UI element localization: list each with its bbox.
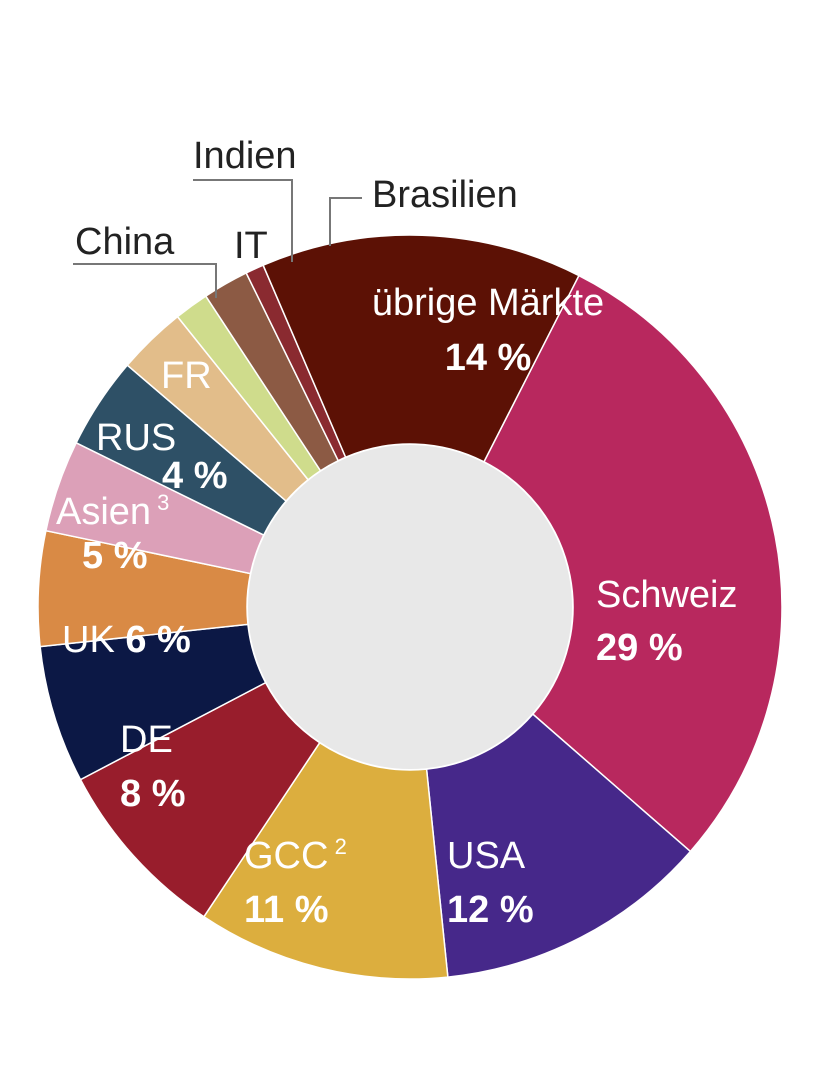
donut-hole [248, 445, 572, 769]
slice-gcc [202, 741, 449, 980]
value-schweiz: 29 % [596, 627, 683, 669]
value-usa: 12 % [447, 889, 534, 931]
label-usa: USA [447, 835, 526, 877]
value-ubrige-markte: 14 % [445, 337, 532, 379]
label-indien: Indien [193, 135, 297, 177]
label-de: DE [120, 719, 173, 761]
slice-usa [425, 713, 692, 978]
slice-ubrige-markte [262, 234, 580, 463]
leader-china [73, 263, 217, 298]
value-gcc: 11 % [244, 889, 329, 931]
value-asien: 5 % [82, 535, 147, 577]
label-china: China [75, 221, 175, 263]
value-de: 8 % [120, 773, 185, 815]
leader-indien [193, 179, 293, 262]
label-asien: Asien 3 [56, 490, 169, 533]
label-schweiz: Schweiz [596, 574, 738, 616]
label-uk: UK 6 % [62, 619, 191, 661]
value-rus: 4 % [162, 455, 227, 497]
leader-brasilien [329, 197, 362, 246]
label-it: IT [234, 225, 268, 267]
slice-schweiz [482, 274, 783, 853]
label-ubrige-markte: übrige Märkte [372, 282, 604, 324]
label-gcc: GCC 2 [244, 834, 347, 877]
label-brasilien: Brasilien [372, 174, 518, 216]
label-rus: RUS [96, 417, 176, 459]
label-fr: FR [161, 355, 212, 397]
